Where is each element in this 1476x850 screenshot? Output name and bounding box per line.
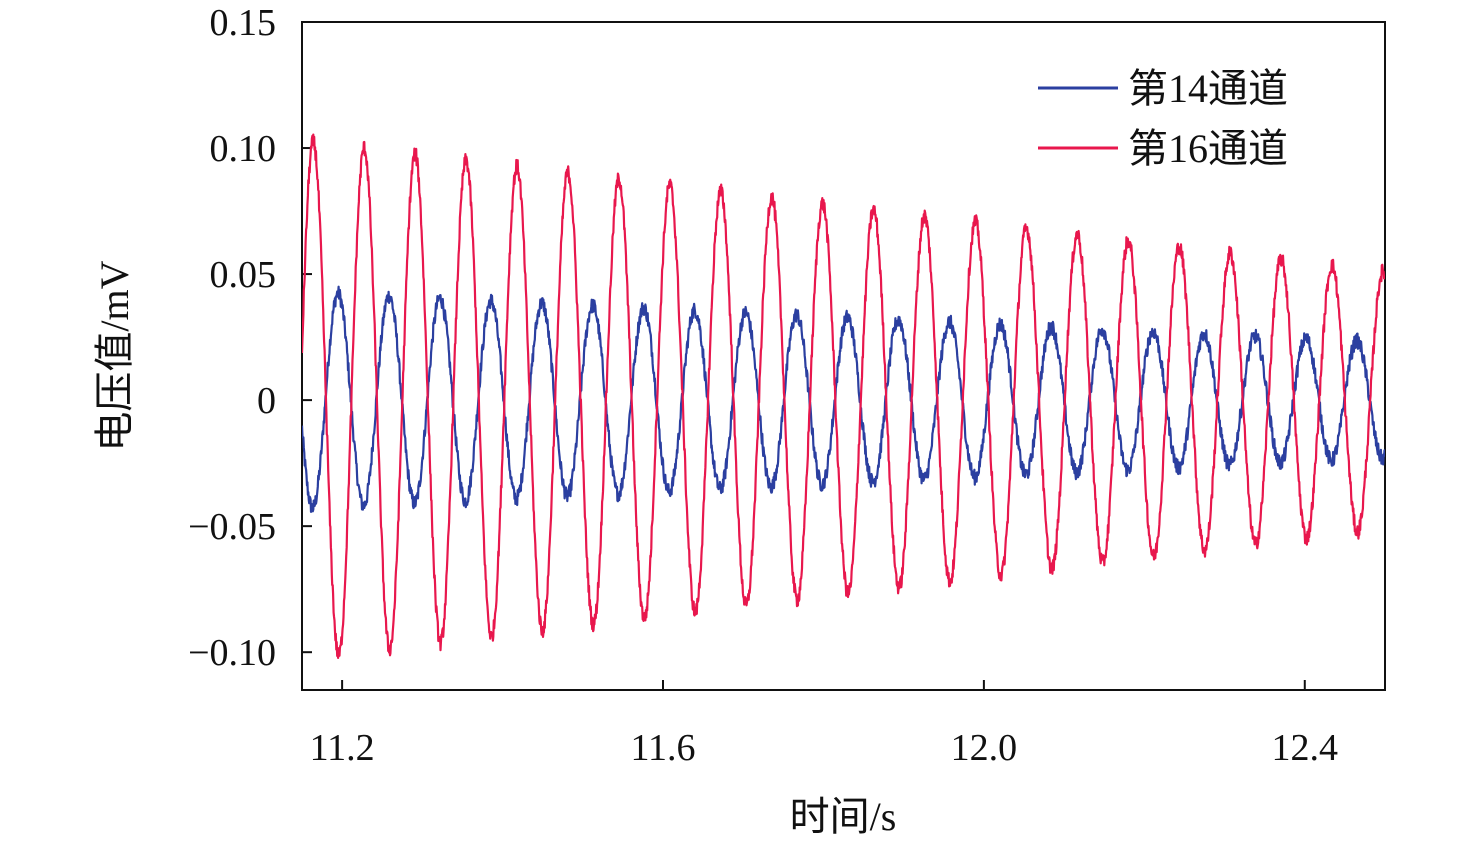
y-axis-title: 电压值/mV — [92, 260, 137, 451]
series-layer — [302, 133, 1385, 660]
x-axis-title: 时间/s — [790, 794, 897, 839]
x-tick-label: 11.6 — [630, 727, 695, 769]
y-tick-label: −0.10 — [188, 632, 276, 674]
y-tick-label: −0.05 — [188, 506, 276, 548]
legend-label-ch14: 第14通道 — [1128, 66, 1288, 111]
y-tick-label: 0.10 — [210, 128, 277, 170]
y-tick-label: 0.05 — [210, 254, 277, 296]
x-tick-label: 12.4 — [1272, 727, 1339, 769]
legend: 第14通道 第16通道 — [1038, 66, 1288, 171]
y-tick-label: 0 — [257, 380, 276, 422]
series-line-ch14 — [302, 285, 1385, 513]
plot-frame — [301, 21, 1386, 691]
x-tick-label: 11.2 — [310, 727, 375, 769]
x-tick-label: 12.0 — [951, 727, 1018, 769]
legend-label-ch16: 第16通道 — [1128, 126, 1288, 171]
y-tick-label: 0.15 — [210, 2, 277, 44]
series-line-ch16 — [302, 133, 1385, 660]
y-axis-ticks: 0.15 0.10 0.05 0 −0.05 −0.10 — [188, 2, 312, 674]
x-axis-ticks: 11.2 11.6 12.0 12.4 — [310, 680, 1338, 769]
